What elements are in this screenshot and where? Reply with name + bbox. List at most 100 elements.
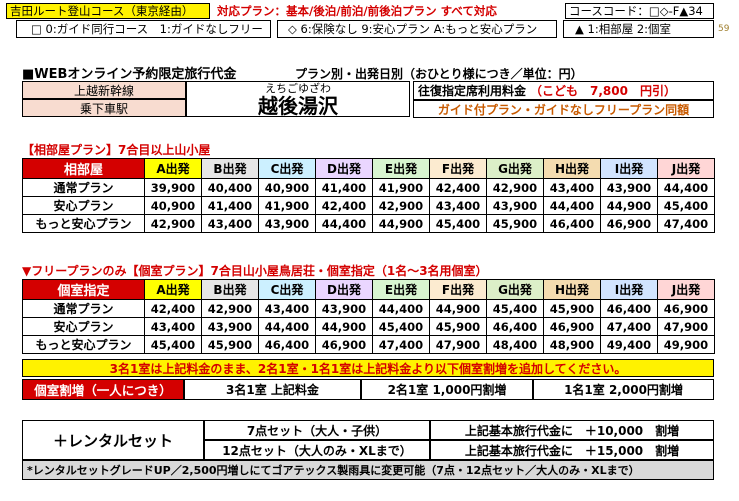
table-row: 安心プラン 43,400 43,900 44,400 44,900 45,400 45,90… (22, 317, 715, 336)
fare-label: 往復指定席利用料金 (418, 84, 527, 98)
plan-label: もっと安心プラン (22, 214, 145, 233)
legend-guide: □ 0:ガイド同行コース 1:ガイドなしフリー (16, 20, 271, 38)
price-cell: 42,900 (144, 214, 202, 233)
price-cell: 46,900 (657, 299, 715, 318)
table-row: 安心プラン 40,900 41,400 41,900 42,400 42,900 43,40… (22, 196, 715, 215)
price-cell: 41,900 (258, 196, 316, 215)
price-cell: 46,400 (486, 317, 544, 336)
price-cell: 41,400 (201, 196, 259, 215)
departure-column-header: J出発 (657, 279, 715, 300)
surcharge-1-person: 1名1室 2,000円割増 (533, 379, 714, 400)
price-cell: 43,900 (315, 299, 373, 318)
price-cell: 47,400 (372, 335, 430, 354)
price-cell: 44,900 (600, 196, 658, 215)
price-subtitle: プラン別・出発日別（おひとり様につき／単位：円） (295, 66, 583, 81)
rental-7-set-price: 上記基本旅行代金に ＋10,000 割増 (430, 420, 714, 440)
departure-column-header: A出発 (144, 279, 202, 300)
price-cell: 45,400 (144, 335, 202, 354)
table-row: もっと安心プラン 42,900 43,400 43,900 44,400 44,900 45… (22, 214, 715, 233)
price-cell: 44,400 (315, 214, 373, 233)
price-cell: 44,900 (372, 214, 430, 233)
price-cell: 39,900 (144, 178, 202, 197)
table-corner-label: 個室指定 (22, 279, 145, 300)
plan-label: もっと安心プラン (22, 335, 145, 354)
price-cell: 44,400 (657, 178, 715, 197)
departure-column-header: B出発 (201, 279, 259, 300)
price-cell: 46,400 (600, 299, 658, 318)
price-cell: 42,400 (429, 178, 487, 197)
departure-column-header: E出発 (372, 158, 430, 179)
station-label: 乗下車駅 (22, 99, 186, 117)
price-cell: 45,900 (429, 317, 487, 336)
table-row: 通常プラン 42,400 42,900 43,400 43,900 44,400 44,90… (22, 299, 715, 318)
price-cell: 46,900 (543, 317, 601, 336)
price-cell: 49,400 (600, 335, 658, 354)
price-cell: 43,400 (543, 178, 601, 197)
price-cell: 40,900 (144, 196, 202, 215)
price-cell: 45,900 (201, 335, 259, 354)
price-cell: 46,900 (315, 335, 373, 354)
station-reading: えちごゆざわ (265, 81, 331, 95)
plan-label: 安心プラン (22, 317, 145, 336)
price-cell: 41,900 (372, 178, 430, 197)
price-cell: 46,900 (600, 214, 658, 233)
price-cell: 48,900 (543, 335, 601, 354)
private-room-note: 3名1室は上記料金のまま、2名1室・1名1室は上記料金より以下個室割増を追加して… (22, 359, 714, 377)
price-cell: 46,400 (258, 335, 316, 354)
rental-12-set-price: 上記基本旅行代金に ＋15,000 割増 (430, 440, 714, 460)
price-cell: 44,400 (258, 317, 316, 336)
station-box (186, 81, 410, 117)
departure-column-header: G出発 (486, 158, 544, 179)
price-cell: 47,900 (657, 317, 715, 336)
price-cell: 40,400 (201, 178, 259, 197)
departure-column-header: F出発 (429, 158, 487, 179)
departure-column-header: F出発 (429, 279, 487, 300)
price-cell: 43,400 (144, 317, 202, 336)
price-cell: 44,400 (372, 299, 430, 318)
price-cell: 40,900 (258, 178, 316, 197)
rental-set-label: ＋レンタルセット (22, 420, 204, 460)
private-room-price-table: 個室指定 A出発 B出発 C出発 D出発 E出発 F出発 G出発 H出発 I出発 J出発 通常プラン 4… (22, 279, 715, 354)
departure-column-header: I出発 (600, 279, 658, 300)
departure-column-header: H出発 (543, 158, 601, 179)
price-cell: 43,900 (201, 317, 259, 336)
price-cell: 45,400 (657, 196, 715, 215)
page-number: 59 (718, 24, 730, 34)
table-header-row: 相部屋 A出発 B出発 C出発 D出発 E出発 F出発 G出発 H出発 I出発 J出発 (22, 158, 715, 179)
departure-column-header: G出発 (486, 279, 544, 300)
price-cell: 43,400 (201, 214, 259, 233)
section1-title: 【相部屋プラン】7合目以上山小屋 (22, 142, 211, 157)
surcharge-label: 個室割増（一人につき） (22, 379, 184, 400)
plan-label: 通常プラン (22, 178, 145, 197)
station-name: 越後湯沢 (258, 94, 338, 118)
price-cell: 43,400 (258, 299, 316, 318)
shared-room-price-table: 相部屋 A出発 B出発 C出発 D出発 E出発 F出発 G出発 H出発 I出発 J出発 通常プラン 39… (22, 158, 715, 233)
surcharge-2-person: 2名1室 1,000円割増 (361, 379, 533, 400)
price-cell: 43,900 (258, 214, 316, 233)
price-cell: 41,400 (315, 178, 373, 197)
price-cell: 42,400 (144, 299, 202, 318)
price-cell: 44,900 (429, 299, 487, 318)
plan-label: 通常プラン (22, 299, 145, 318)
legend-insurance: ◇ 6:保険なし 9:安心プラン A:もっと安心プラン (277, 20, 557, 38)
price-cell: 45,900 (486, 214, 544, 233)
route-title: 吉田ルート登山コース（東京経由） (6, 3, 210, 19)
section2-title: ▼フリープランのみ【個室プラン】7合目山小屋鳥居荘・個室指定（1名～3名用個室） (22, 263, 488, 278)
departure-column-header: H出発 (543, 279, 601, 300)
departure-column-header: D出発 (315, 279, 373, 300)
departure-column-header: B出発 (201, 158, 259, 179)
price-cell: 43,900 (600, 178, 658, 197)
plan-label: 安心プラン (22, 196, 145, 215)
price-cell: 49,900 (657, 335, 715, 354)
table-header-row: 個室指定 A出発 B出発 C出発 D出発 E出発 F出発 G出発 H出発 I出発 J出発 (22, 279, 715, 300)
course-code: コースコード：□◇-F▲34 (565, 3, 714, 19)
rental-upgrade-note: *レンタルセットグレードUP／2,500円増しにてゴアテックス製雨具に変更可能（… (22, 460, 714, 480)
surcharge-3-person: 3名1室 上記料金 (184, 379, 361, 400)
price-cell: 45,400 (429, 214, 487, 233)
price-cell: 47,400 (600, 317, 658, 336)
price-cell: 44,400 (543, 196, 601, 215)
price-cell: 45,400 (486, 299, 544, 318)
table-corner-label: 相部屋 (22, 158, 145, 179)
fare-child-discount: （こども 7,800 円引） (530, 84, 676, 98)
price-cell: 47,900 (429, 335, 487, 354)
